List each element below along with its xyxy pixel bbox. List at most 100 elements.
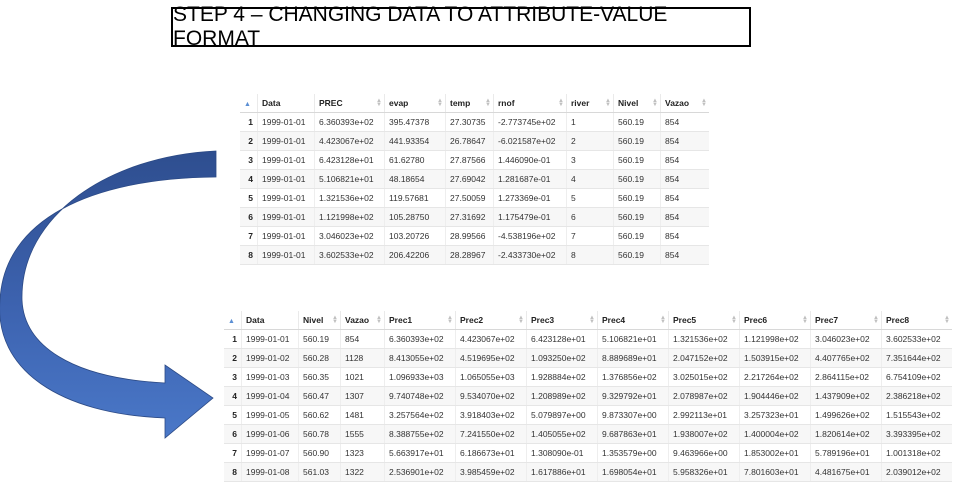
table-cell: 2.039012e+02 [881, 462, 952, 482]
table-cell: 1.515543e+02 [881, 405, 952, 425]
table-cell: 560.19 [613, 169, 661, 189]
row-index-cell: 1 [224, 329, 242, 349]
sort-arrows-icon: ▲ ▼ [447, 315, 453, 325]
table-cell: 27.87566 [445, 150, 494, 170]
table-cell: 1128 [340, 348, 385, 368]
table-cell: 1322 [340, 462, 385, 482]
column-header[interactable]: Prec7 ▲ ▼ [810, 311, 882, 330]
table-row: 3 1999-01-03 560.35 1021 1.096933e+03 1.06505… [224, 367, 952, 387]
table-cell: 5.079897e+00 [526, 405, 598, 425]
column-header[interactable]: Nivel ▲ ▼ [298, 311, 341, 330]
table-cell: 3.985459e+02 [455, 462, 527, 482]
row-index-header[interactable]: ▲ [224, 311, 242, 330]
table-cell: 8.413055e+02 [384, 348, 456, 368]
row-index-header[interactable]: ▲ [240, 94, 258, 113]
row-index-cell: 7 [240, 226, 258, 246]
table-cell: 28.99566 [445, 226, 494, 246]
table-header-row: ▲ Data Nivel ▲ ▼ Vazao ▲ ▼ Prec1 ▲ ▼ Prec2 ▲ ▼ P… [224, 311, 952, 330]
table-cell: 4.423067e+02 [314, 131, 385, 151]
table-cell: 5.958326e+01 [668, 462, 740, 482]
sort-arrows-icon: ▲ ▼ [437, 98, 443, 108]
table-cell: 9.329792e+01 [597, 386, 669, 406]
sort-arrows-icon: ▲ ▼ [652, 98, 658, 108]
table-cell: 2.536901e+02 [384, 462, 456, 482]
table-cell: 560.19 [298, 329, 341, 349]
table-cell: 560.78 [298, 424, 341, 444]
table-cell: 6.754109e+02 [881, 367, 952, 387]
table-cell: 9.740748e+02 [384, 386, 456, 406]
table-cell: 1999-01-01 [257, 207, 315, 227]
sort-arrows-icon: ▲ ▼ [518, 315, 524, 325]
table-cell: 9.873307e+00 [597, 405, 669, 425]
table-cell: 1.698054e+01 [597, 462, 669, 482]
sort-ascending-icon: ▲ [228, 318, 235, 325]
table-cell: 854 [660, 169, 709, 189]
row-index-cell: 2 [224, 348, 242, 368]
table-cell: 560.19 [613, 150, 661, 170]
row-index-cell: 6 [224, 424, 242, 444]
column-header[interactable]: rnof ▲ ▼ [493, 94, 567, 113]
table-cell: 1307 [340, 386, 385, 406]
table-cell: 1999-01-07 [241, 443, 299, 463]
table-cell: 561.03 [298, 462, 341, 482]
table-cell: 441.93354 [384, 131, 446, 151]
table-cell: 6.423128e+01 [314, 150, 385, 170]
row-index-cell: 5 [240, 188, 258, 208]
table-cell: -6.021587e+02 [493, 131, 567, 151]
table-cell: 1.001318e+02 [881, 443, 952, 463]
column-header[interactable]: Prec8 ▲ ▼ [881, 311, 952, 330]
table-cell: 7.351644e+02 [881, 348, 952, 368]
table-cell: 1999-01-01 [257, 226, 315, 246]
column-header[interactable]: Data [257, 94, 315, 113]
table-cell: 1999-01-06 [241, 424, 299, 444]
table-cell: 1.928884e+02 [526, 367, 598, 387]
column-header[interactable]: Nivel ▲ ▼ [613, 94, 661, 113]
table-cell: 1999-01-01 [257, 150, 315, 170]
row-index-cell: 5 [224, 405, 242, 425]
table-cell: 560.19 [613, 188, 661, 208]
step-title-box: STEP 4 – CHANGING DATA TO ATTRIBUTE-VALU… [171, 3, 751, 50]
table-cell: 1.853002e+01 [739, 443, 811, 463]
table-cell: 1.065055e+03 [455, 367, 527, 387]
table-cell: 854 [660, 112, 709, 132]
column-header[interactable]: Prec1 ▲ ▼ [384, 311, 456, 330]
table-cell: 1999-01-03 [241, 367, 299, 387]
sort-arrows-icon: ▲ ▼ [660, 315, 666, 325]
table-cell: 2.992113e+01 [668, 405, 740, 425]
table-cell: 1323 [340, 443, 385, 463]
column-header[interactable]: temp ▲ ▼ [445, 94, 494, 113]
table-cell: 27.31692 [445, 207, 494, 227]
sort-arrows-icon: ▲ ▼ [332, 315, 338, 325]
table-cell: 8.889689e+01 [597, 348, 669, 368]
sort-ascending-icon: ▲ [244, 101, 251, 108]
sort-arrows-icon: ▲ ▼ [376, 98, 382, 108]
table-cell: -4.538196e+02 [493, 226, 567, 246]
table-cell: 9.463966e+00 [668, 443, 740, 463]
table-cell: 103.20726 [384, 226, 446, 246]
table-cell: 9.534070e+02 [455, 386, 527, 406]
column-header[interactable]: Prec4 ▲ ▼ [597, 311, 669, 330]
sort-arrows-icon: ▲ ▼ [944, 315, 950, 325]
column-header[interactable]: Prec5 ▲ ▼ [668, 311, 740, 330]
table-cell: 28.28967 [445, 245, 494, 265]
column-header[interactable]: Prec2 ▲ ▼ [455, 311, 527, 330]
table-cell: 1999-01-04 [241, 386, 299, 406]
table-cell: 1999-01-01 [257, 188, 315, 208]
column-header[interactable]: Vazao ▲ ▼ [340, 311, 385, 330]
table-cell: 1.321536e+02 [314, 188, 385, 208]
table-cell: 560.19 [613, 131, 661, 151]
column-header[interactable]: Prec6 ▲ ▼ [739, 311, 811, 330]
column-header[interactable]: Prec3 ▲ ▼ [526, 311, 598, 330]
table-cell: 5.663917e+01 [384, 443, 456, 463]
column-header[interactable]: river ▲ ▼ [566, 94, 614, 113]
table-cell: 61.62780 [384, 150, 446, 170]
table-cell: 1.503915e+02 [739, 348, 811, 368]
column-header[interactable]: Data [241, 311, 299, 330]
column-header[interactable]: PREC ▲ ▼ [314, 94, 385, 113]
table-cell: 5.106821e+01 [314, 169, 385, 189]
table-cell: 1481 [340, 405, 385, 425]
column-header[interactable]: Vazao ▲ ▼ [660, 94, 709, 113]
column-header[interactable]: evap ▲ ▼ [384, 94, 446, 113]
row-index-cell: 7 [224, 443, 242, 463]
